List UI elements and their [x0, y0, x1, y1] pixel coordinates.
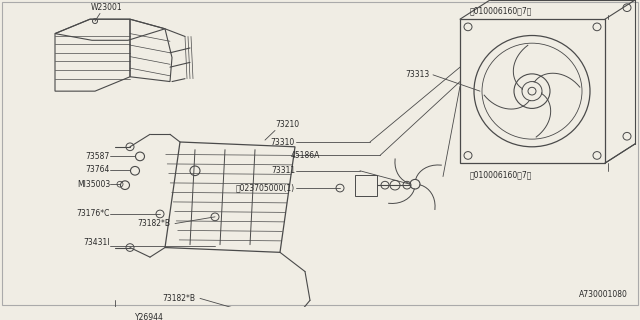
Bar [355, 175, 377, 196]
Text: MI35003: MI35003 [77, 180, 110, 189]
Text: Ⓝ023705000(1): Ⓝ023705000(1) [236, 184, 295, 193]
Text: 73182*B: 73182*B [162, 294, 195, 303]
Text: W23001: W23001 [91, 4, 123, 12]
Text: 73210: 73210 [275, 120, 299, 129]
Text: 73182*B: 73182*B [137, 219, 170, 228]
Text: 73310: 73310 [271, 138, 295, 147]
Text: Ⓢ010006160「7」: Ⓢ010006160「7」 [470, 171, 532, 180]
Text: 73431I: 73431I [83, 238, 110, 247]
Text: 73313: 73313 [406, 70, 430, 79]
Text: 45186A: 45186A [291, 151, 320, 160]
Bar [460, 19, 605, 163]
Text: Y26944: Y26944 [135, 313, 164, 320]
Text: 73764: 73764 [86, 165, 110, 174]
Text: 73176*C: 73176*C [77, 210, 110, 219]
Text: Ⓢ010006160「7」: Ⓢ010006160「7」 [470, 6, 532, 15]
Text: 73587: 73587 [86, 152, 110, 161]
Text: A730001080: A730001080 [579, 290, 628, 299]
Text: 73311: 73311 [271, 166, 295, 175]
